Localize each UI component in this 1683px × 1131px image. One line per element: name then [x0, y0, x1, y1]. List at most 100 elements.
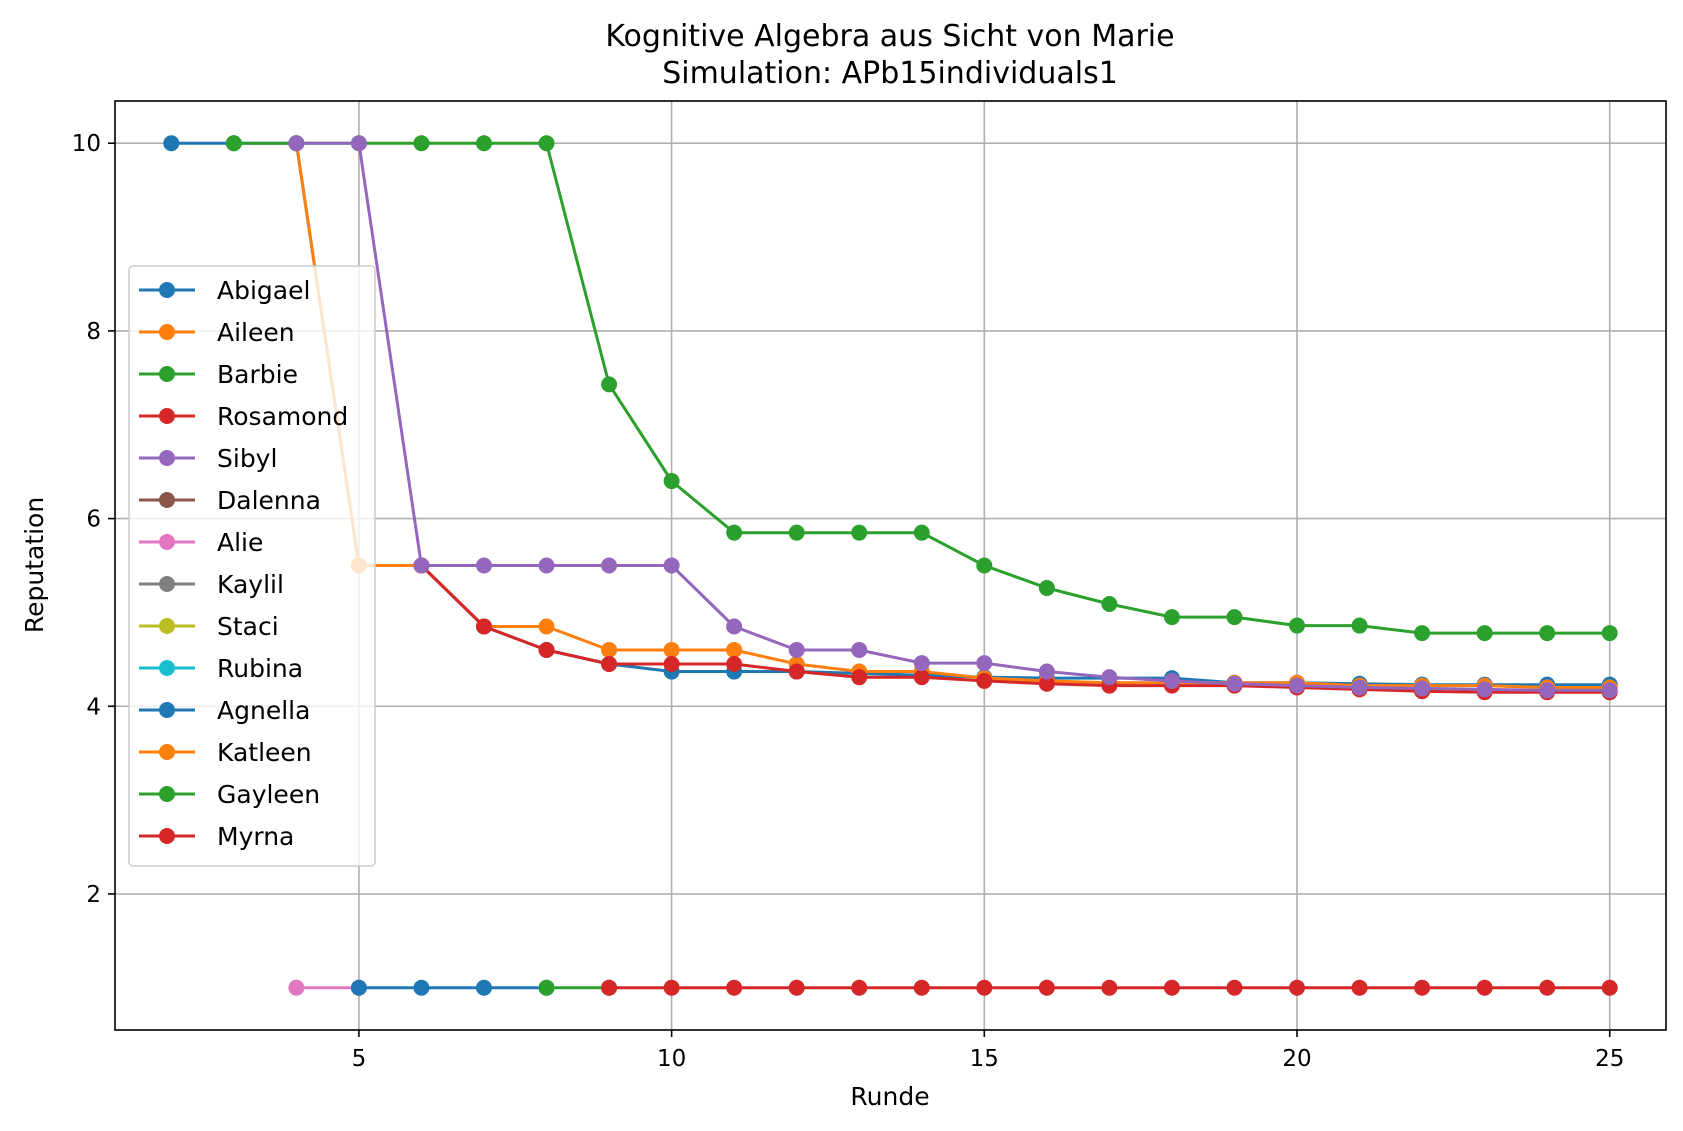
data-point — [1289, 677, 1306, 694]
data-point — [475, 557, 492, 574]
data-point — [976, 655, 993, 672]
data-point — [1414, 979, 1431, 996]
data-point — [475, 135, 492, 152]
legend-item: Myrna — [139, 822, 294, 851]
legend-box — [128, 265, 376, 867]
data-point — [663, 641, 680, 658]
y-tick-label: 4 — [86, 694, 101, 720]
y-tick-label: 10 — [72, 131, 101, 157]
series-line — [294, 142, 1610, 689]
data-point — [726, 524, 743, 541]
data-point — [913, 979, 930, 996]
data-point — [601, 557, 618, 574]
legend-item: Barbie — [139, 360, 298, 389]
series-sibyl — [288, 135, 1618, 699]
data-point — [1163, 609, 1180, 626]
legend-item: Alie — [139, 528, 263, 557]
legend-swatch-marker — [159, 828, 175, 844]
data-point — [976, 672, 993, 689]
legend-item: Abigael — [139, 276, 310, 305]
data-point — [538, 979, 555, 996]
data-point — [726, 656, 743, 673]
data-point — [1163, 979, 1180, 996]
chart-title: Kognitive Algebra aus Sicht von Marie — [605, 19, 1174, 54]
x-tick-label: 25 — [1595, 1046, 1624, 1072]
data-point — [1101, 595, 1118, 612]
data-point — [288, 979, 305, 996]
legend-swatch-marker — [159, 702, 175, 718]
legend-swatch-marker — [159, 450, 175, 466]
data-point — [601, 979, 618, 996]
axis-ticks: 5 10 15 20 25 2 4 6 8 10 — [72, 131, 1625, 1072]
legend-item: Aileen — [139, 318, 295, 347]
data-point — [1289, 979, 1306, 996]
data-point — [350, 979, 367, 996]
data-point — [1351, 617, 1368, 634]
data-point — [538, 618, 555, 635]
data-point — [475, 979, 492, 996]
data-point — [663, 557, 680, 574]
data-point — [851, 641, 868, 658]
x-tick-label: 15 — [970, 1046, 999, 1072]
series-myrna — [601, 979, 1618, 996]
legend-item: Sibyl — [139, 444, 277, 473]
y-tick-label: 6 — [86, 507, 101, 533]
data-point — [851, 669, 868, 686]
legend-label: Alie — [217, 528, 263, 557]
legend-swatch-marker — [159, 786, 175, 802]
legend-label: Abigael — [217, 276, 310, 305]
series-line — [420, 564, 1610, 694]
data-point — [1351, 979, 1368, 996]
data-point — [163, 135, 180, 152]
legend-item: Rosamond — [139, 402, 348, 431]
x-tick-label: 10 — [657, 1046, 686, 1072]
data-point — [726, 979, 743, 996]
data-point — [1414, 680, 1431, 697]
data-point — [726, 641, 743, 658]
legend-label: Rubina — [217, 654, 303, 683]
data-point — [1539, 682, 1556, 699]
legend-label: Dalenna — [217, 486, 321, 515]
legend-swatch-marker — [159, 660, 175, 676]
data-point — [413, 557, 430, 574]
data-point — [1163, 672, 1180, 689]
legend-item: Agnella — [139, 696, 310, 725]
legend-item: Katleen — [139, 738, 312, 767]
data-point — [1226, 979, 1243, 996]
legend-label: Barbie — [217, 360, 298, 389]
legend-label: Gayleen — [217, 780, 320, 809]
data-point — [913, 655, 930, 672]
legend-swatch-marker — [159, 618, 175, 634]
legend-item: Kaylil — [139, 570, 284, 599]
data-point — [413, 979, 430, 996]
data-point — [788, 524, 805, 541]
x-tick-label: 20 — [1282, 1046, 1311, 1072]
legend-swatch-marker — [159, 324, 175, 340]
data-point — [1601, 682, 1618, 699]
legend-label: Aileen — [217, 318, 295, 347]
legend-item: Staci — [139, 612, 279, 641]
data-point — [1226, 675, 1243, 692]
y-tick-label: 2 — [86, 882, 101, 908]
data-point — [913, 524, 930, 541]
data-point — [1539, 625, 1556, 642]
data-point — [350, 135, 367, 152]
data-point — [1226, 609, 1243, 626]
data-point — [601, 656, 618, 673]
data-point — [538, 641, 555, 658]
data-point — [538, 557, 555, 574]
data-point — [1038, 580, 1055, 597]
data-point — [1101, 669, 1118, 686]
data-point — [976, 557, 993, 574]
data-point — [788, 641, 805, 658]
legend-label: Katleen — [217, 738, 312, 767]
legend-item: Gayleen — [139, 780, 320, 809]
series-line — [296, 141, 1610, 692]
legend-label: Kaylil — [217, 570, 284, 599]
legend-label: Rosamond — [217, 402, 348, 431]
data-point — [788, 663, 805, 680]
legend-item: Rubina — [139, 654, 303, 683]
data-point — [1351, 679, 1368, 696]
legend: Abigael Aileen Barbie Rosamond Sibyl Dalenna A… — [128, 265, 376, 867]
